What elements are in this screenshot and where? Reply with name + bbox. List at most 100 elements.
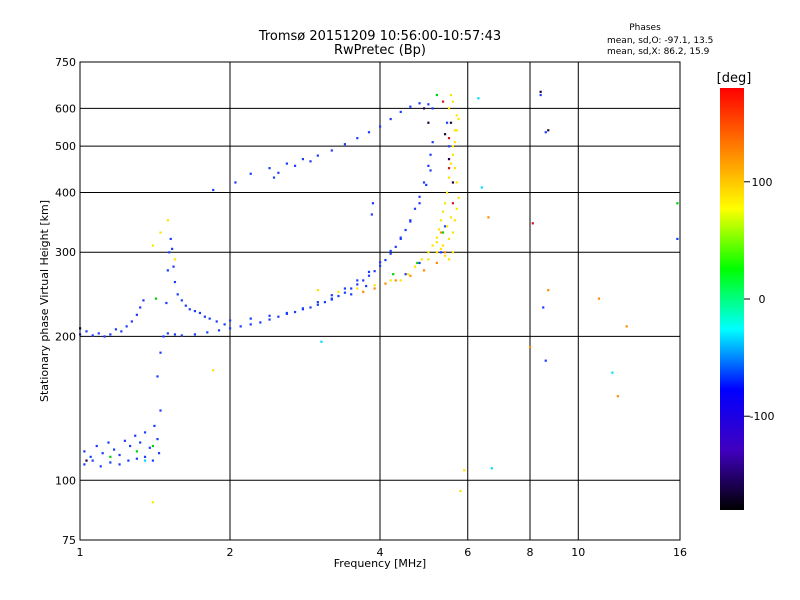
data-point	[301, 307, 305, 310]
data-point	[173, 280, 177, 284]
data-point	[130, 320, 133, 323]
data-point	[451, 181, 455, 184]
data-point	[156, 375, 159, 378]
data-point	[389, 249, 392, 253]
data-point	[169, 237, 172, 241]
data-point	[229, 319, 232, 322]
data-point	[447, 176, 451, 179]
data-point	[477, 97, 480, 100]
data-point	[337, 294, 340, 298]
data-point	[427, 258, 430, 261]
data-point	[188, 308, 191, 311]
data-point	[85, 330, 88, 333]
data-point	[384, 282, 387, 285]
phase-stats-x: mean, sd,X: 86.2, 15.9	[607, 47, 710, 57]
data-point	[379, 125, 382, 128]
data-point	[114, 328, 118, 331]
data-point	[249, 323, 252, 326]
data-point	[215, 320, 218, 323]
data-point	[447, 237, 451, 241]
data-point	[544, 359, 547, 362]
data-point	[367, 270, 371, 273]
data-point	[457, 196, 460, 199]
data-point	[422, 107, 426, 110]
data-point	[459, 489, 462, 493]
data-point	[539, 90, 542, 93]
data-point	[166, 332, 169, 335]
y-tick-label: 600	[55, 102, 76, 115]
colorbar-tick-label: 100	[752, 176, 773, 189]
data-point	[451, 100, 455, 103]
data-point	[198, 311, 202, 315]
data-point	[203, 315, 206, 318]
data-point	[173, 333, 177, 336]
data-point	[544, 131, 547, 134]
data-point	[223, 323, 226, 326]
data-point	[172, 265, 175, 268]
data-point	[418, 202, 421, 205]
data-point	[180, 334, 183, 337]
phase-stats-o: mean, sd,O: -97.1, 13.5	[607, 36, 713, 46]
data-point	[123, 439, 126, 442]
data-point	[451, 231, 455, 234]
data-point	[427, 103, 430, 106]
data-point	[422, 181, 426, 184]
data-point	[259, 321, 262, 324]
data-point	[379, 264, 382, 267]
data-point	[268, 167, 271, 170]
data-point	[451, 251, 455, 254]
data-point	[455, 181, 458, 184]
data-point	[350, 287, 353, 290]
data-point	[463, 469, 466, 472]
data-point	[103, 335, 106, 338]
data-point	[443, 202, 447, 205]
data-point	[125, 325, 128, 328]
data-point	[413, 265, 417, 268]
grid-lines	[80, 62, 680, 540]
data-point	[206, 331, 209, 334]
data-point	[151, 501, 155, 504]
data-point	[316, 289, 319, 292]
data-point	[431, 107, 434, 110]
data-point	[212, 188, 215, 192]
data-point	[249, 317, 252, 320]
data-point	[107, 441, 110, 444]
y-tick-label: 500	[55, 140, 76, 153]
data-point	[139, 441, 142, 444]
chart-subtitle: RwPretec (Bp)	[334, 43, 426, 58]
data-point	[151, 244, 155, 247]
data-point	[272, 176, 276, 179]
data-point	[435, 241, 438, 244]
data-point	[453, 141, 456, 144]
data-point	[129, 444, 132, 448]
data-point	[597, 297, 601, 300]
data-point	[356, 283, 359, 286]
colorbar-tick-label: -100	[750, 410, 775, 423]
data-point	[362, 290, 365, 293]
data-point	[148, 446, 151, 449]
data-point	[135, 313, 138, 316]
data-point	[413, 207, 417, 210]
y-tick-label: 200	[55, 330, 76, 343]
data-point	[343, 291, 347, 294]
data-point	[409, 220, 412, 223]
data-point	[316, 154, 319, 157]
data-point	[625, 325, 628, 328]
data-point	[418, 102, 421, 105]
data-point	[330, 149, 333, 152]
y-tick-label: 100	[55, 474, 76, 487]
data-point	[309, 306, 312, 309]
data-point	[457, 117, 460, 121]
data-point	[447, 158, 451, 161]
data-point	[447, 107, 451, 110]
data-point	[330, 294, 333, 297]
data-point	[529, 346, 532, 349]
data-point	[392, 273, 395, 276]
data-point	[431, 141, 434, 144]
data-point	[285, 311, 288, 315]
data-point	[277, 171, 280, 174]
data-point	[447, 258, 451, 261]
data-point	[277, 315, 280, 318]
data-point	[323, 301, 327, 304]
